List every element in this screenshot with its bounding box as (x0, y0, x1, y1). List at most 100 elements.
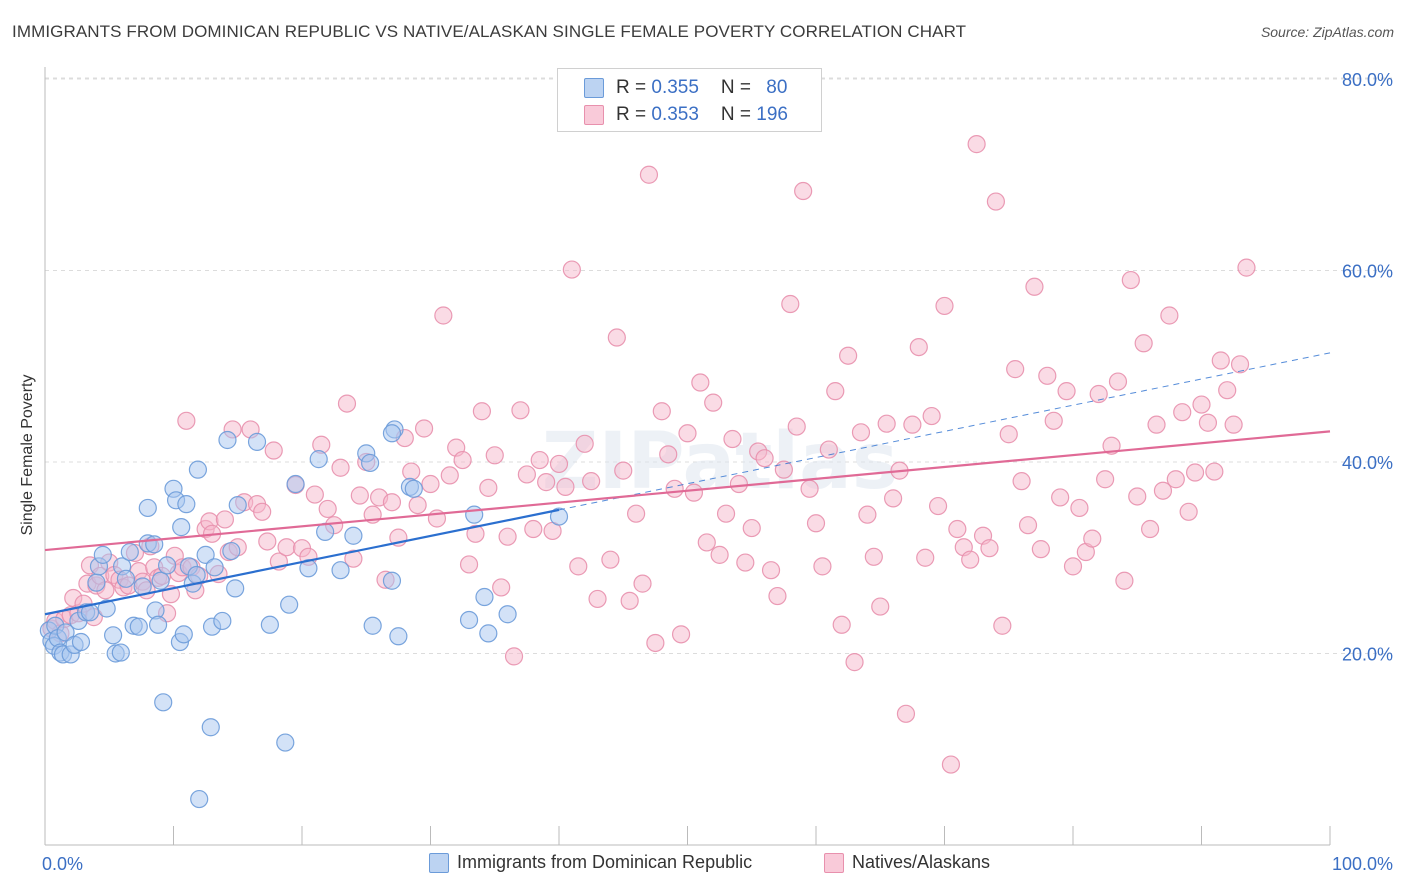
pink-point (1205, 462, 1224, 481)
pink-point (258, 532, 277, 551)
pink-point (1089, 384, 1108, 404)
legend-label: Natives/Alaskans (852, 852, 991, 872)
pink-point (1185, 463, 1205, 482)
pink-point (794, 181, 813, 201)
pink-point (755, 449, 774, 468)
pink-point (832, 615, 851, 634)
pink-point (1115, 571, 1134, 590)
pink-point (331, 458, 350, 477)
pink-point (1173, 403, 1192, 422)
pink-point (524, 519, 543, 539)
blue-point (172, 518, 191, 537)
pink-point (459, 555, 479, 574)
pink-point (742, 518, 761, 538)
pink-trend-line (44, 430, 1331, 552)
pink-point (723, 429, 742, 449)
pink-point (691, 373, 710, 392)
pink-point (1012, 472, 1031, 491)
blue-point (187, 565, 206, 585)
blue-point (459, 610, 479, 630)
blue-point (138, 498, 157, 518)
blue-point (498, 605, 517, 624)
blue-point (157, 556, 177, 575)
correlation-legend: R = 0.355 N = 80 R = 0.353 N = 196 (557, 68, 822, 132)
pink-point (883, 489, 903, 508)
grid-lines (45, 77, 1392, 654)
legend-n-value: 196 (756, 104, 788, 125)
blue-point (154, 693, 173, 712)
blue-point (93, 545, 112, 564)
y-tick-label: 40.0% (1342, 453, 1393, 473)
pink-point (768, 586, 787, 606)
pink-point (215, 510, 234, 529)
legend-label: Immigrants from Dominican Republic (457, 852, 753, 872)
blue-point (331, 561, 350, 580)
pink-point (402, 462, 421, 481)
pink-point (839, 346, 858, 365)
pink-point (1198, 413, 1218, 432)
pink-point (1147, 415, 1166, 434)
pink-point (684, 483, 704, 502)
pink-point (1218, 381, 1237, 400)
pink-point (671, 625, 691, 644)
pink-point (652, 402, 671, 421)
blue-point (286, 474, 305, 494)
watermark: ZIPatlas (542, 417, 898, 507)
blue-point (465, 505, 484, 524)
pink-point (1224, 415, 1243, 434)
x-tick-label: 0.0% (42, 854, 83, 874)
blue-point (276, 733, 295, 752)
pink-point (774, 460, 793, 479)
pink-point (277, 538, 296, 557)
pink-point (941, 755, 961, 774)
blue-point (475, 587, 494, 607)
pink-point (575, 434, 594, 453)
pink-point (1140, 519, 1160, 539)
blue-point (218, 430, 237, 450)
watermark-text: ZIPatlas (542, 417, 898, 507)
pink-point (761, 561, 781, 580)
pink-point (1230, 355, 1250, 374)
pink-point (408, 495, 427, 515)
pink-point (819, 440, 838, 459)
blue-point (404, 479, 423, 498)
pink-point (909, 338, 928, 357)
pink-point (1121, 270, 1140, 290)
x-tick-label: 100.0% (1332, 854, 1393, 874)
blue-point (97, 599, 116, 618)
pink-point (337, 394, 357, 413)
chart-title: IMMIGRANTS FROM DOMINICAN REPUBLIC VS NA… (12, 22, 967, 41)
pink-point (466, 524, 485, 543)
legend-r-label: R = (616, 77, 652, 98)
trend-lines (44, 352, 1331, 616)
blue-point (226, 579, 245, 598)
pink-point (678, 424, 697, 443)
pink-point (871, 597, 890, 616)
blue-point (129, 617, 148, 636)
pink-point (305, 485, 324, 504)
legend-r-label: R = (616, 104, 652, 125)
pink-point (1160, 306, 1179, 325)
pink-point (858, 505, 877, 524)
pink-point (1031, 540, 1050, 559)
series-legend: Immigrants from Dominican Republic Nativ… (0, 851, 1406, 877)
pink-point (736, 553, 755, 572)
pink-point (453, 450, 472, 470)
pink-point (639, 165, 659, 184)
pink-point (511, 401, 530, 420)
tick-labels: 20.0% 40.0% 60.0% 80.0% 0.0% 100.0% (42, 70, 1393, 874)
source-label: Source: ZipAtlas.com (1260, 24, 1394, 40)
pink-point (1128, 487, 1147, 506)
pink-point (1179, 502, 1198, 521)
axes (44, 67, 1331, 846)
pink-point (582, 472, 601, 491)
blue-point (71, 632, 91, 652)
pink-point (922, 406, 941, 426)
pink-point (440, 466, 459, 485)
pink-point (665, 479, 684, 498)
blue-point (247, 432, 267, 451)
pink-point (1070, 498, 1089, 518)
pink-point (986, 192, 1006, 211)
pink-point (961, 550, 980, 569)
